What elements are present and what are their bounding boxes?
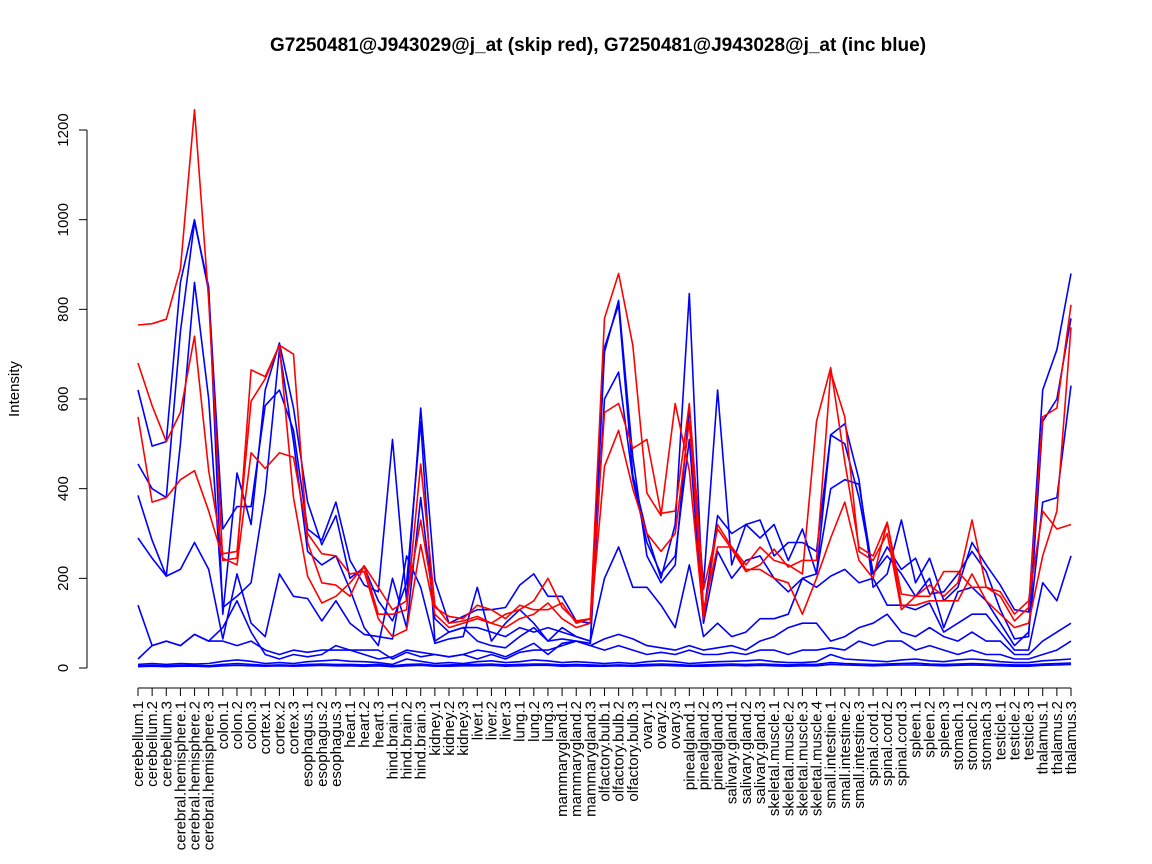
series-line-blue bbox=[137, 537, 1072, 651]
series-line-blue bbox=[137, 281, 1072, 647]
x-tick-label: spinal.cord.3 bbox=[893, 701, 910, 786]
y-tick-label: 200 bbox=[55, 566, 72, 591]
series-line-red bbox=[137, 335, 1072, 625]
x-tick-label: ovary.1 bbox=[639, 701, 656, 749]
x-tick-label: colon.1 bbox=[215, 701, 232, 749]
x-tick-label: skeletal.muscle.1 bbox=[766, 701, 783, 816]
x-tick-label: colon.2 bbox=[229, 701, 246, 749]
x-tick-label: esophagus.3 bbox=[328, 701, 345, 787]
series-line-blue bbox=[137, 599, 1072, 660]
x-tick-label: small.intestine.2 bbox=[837, 701, 854, 809]
x-tick-label: spleen.3 bbox=[936, 701, 953, 758]
x-tick-label: thalamus.3 bbox=[1063, 701, 1080, 774]
x-tick-label: cortex.2 bbox=[271, 701, 288, 754]
x-tick-label: cortex.1 bbox=[257, 701, 274, 754]
series-line-red bbox=[137, 327, 1072, 638]
x-tick-label: esophagus.1 bbox=[300, 701, 317, 787]
x-tick-label: testicle.1 bbox=[992, 701, 1009, 760]
x-tick-label: lung.3 bbox=[540, 701, 557, 742]
x-tick-label: colon.3 bbox=[243, 701, 260, 749]
series-layer bbox=[137, 109, 1072, 668]
x-tick-label: liver.3 bbox=[498, 701, 515, 740]
x-tick-label: liver.2 bbox=[483, 701, 500, 740]
x-tick-label: stomach.2 bbox=[964, 701, 981, 770]
x-tick-label: spinal.cord.1 bbox=[865, 701, 882, 786]
x-tick-label: testicle.3 bbox=[1021, 701, 1038, 760]
y-axis-label: Intensity bbox=[6, 361, 23, 417]
x-tick-label: ovary.2 bbox=[653, 701, 670, 749]
x-tick-label: cerebral.hemisphere.3 bbox=[201, 701, 218, 850]
x-tick-label: spinal.cord.2 bbox=[879, 701, 896, 786]
series-line-blue bbox=[137, 661, 1072, 667]
x-tick-label: cerebellum.3 bbox=[158, 701, 175, 787]
x-tick-label: thalamus.1 bbox=[1035, 701, 1052, 774]
x-tick-label: salivary.gland.1 bbox=[724, 701, 741, 804]
x-tick-label: lung.1 bbox=[512, 701, 529, 742]
x-tick-label: kidney.3 bbox=[455, 701, 472, 756]
series-line-blue bbox=[137, 221, 1072, 649]
y-tick-label: 400 bbox=[55, 476, 72, 501]
y-tick-label: 800 bbox=[55, 297, 72, 322]
x-tick-label: hind.brain.3 bbox=[413, 701, 430, 779]
x-tick-label: thalamus.2 bbox=[1049, 701, 1066, 774]
x-tick-label: heart.3 bbox=[370, 701, 387, 748]
x-tick-label: heart.2 bbox=[356, 701, 373, 748]
x-tick-label: pinealgland.2 bbox=[695, 701, 712, 790]
x-tick-label: hind.brain.2 bbox=[399, 701, 416, 779]
series-line-blue bbox=[137, 604, 1072, 660]
x-tick-label: skeletal.muscle.3 bbox=[794, 701, 811, 816]
x-tick-label: cerebral.hemisphere.2 bbox=[187, 701, 204, 850]
x-tick-label: cerebellum.2 bbox=[144, 701, 161, 787]
x-tick-label: pinealgland.1 bbox=[681, 701, 698, 790]
x-tick-label: esophagus.2 bbox=[314, 701, 331, 787]
x-tick-label: stomach.1 bbox=[950, 701, 967, 770]
x-tick-label: hind.brain.1 bbox=[384, 701, 401, 779]
x-tick-label: olfactory.bulb.1 bbox=[597, 701, 614, 802]
x-tick-label: mammarygland.1 bbox=[554, 701, 571, 817]
x-tick-label: ovary.3 bbox=[667, 701, 684, 749]
x-tick-label: heart.1 bbox=[342, 701, 359, 748]
x-tick-label: mammarygland.3 bbox=[582, 701, 599, 817]
x-tick-label: lung.2 bbox=[526, 701, 543, 742]
x-tick-label: liver.1 bbox=[469, 701, 486, 740]
x-tick-label: kidney.2 bbox=[441, 701, 458, 756]
axes: 0 200 400 600 800 1000 1200 bbox=[55, 113, 1072, 696]
series-line-blue bbox=[137, 218, 1072, 625]
x-tick-label: salivary.gland.3 bbox=[752, 701, 769, 804]
x-tick-label: olfactory.bulb.3 bbox=[625, 701, 642, 802]
x-tick-label: cerebellum.1 bbox=[130, 701, 147, 787]
x-tick-label: skeletal.muscle.4 bbox=[809, 701, 826, 816]
x-tick-label: spleen.2 bbox=[922, 701, 939, 758]
x-tick-label: mammarygland.2 bbox=[568, 701, 585, 817]
x-tick-labels: cerebellum.1cerebellum.2cerebellum.3cere… bbox=[130, 701, 1080, 850]
x-tick-label: cerebral.hemisphere.1 bbox=[172, 701, 189, 850]
series-line-blue bbox=[137, 663, 1072, 668]
x-tick-label: small.intestine.3 bbox=[851, 701, 868, 809]
x-tick-label: skeletal.muscle.2 bbox=[780, 701, 797, 816]
x-tick-label: small.intestine.1 bbox=[823, 701, 840, 809]
series-line-blue bbox=[137, 653, 1072, 666]
x-tick-label: olfactory.bulb.2 bbox=[611, 701, 628, 802]
y-tick-label: 600 bbox=[55, 386, 72, 411]
y-tick-label: 0 bbox=[55, 664, 72, 672]
y-tick-label: 1200 bbox=[55, 113, 72, 146]
chart-title: G7250481@J943029@j_at (skip red), G72504… bbox=[270, 35, 926, 56]
x-tick-label: testicle.2 bbox=[1006, 701, 1023, 760]
x-tick-label: cortex.3 bbox=[286, 701, 303, 754]
y-tick-label: 1000 bbox=[55, 203, 72, 236]
x-tick-label: kidney.1 bbox=[427, 701, 444, 756]
x-tick-label: pinealgland.3 bbox=[710, 701, 727, 790]
x-tick-label: salivary.gland.2 bbox=[738, 701, 755, 804]
x-tick-label: stomach.3 bbox=[978, 701, 995, 770]
x-tick-label: spleen.1 bbox=[908, 701, 925, 758]
